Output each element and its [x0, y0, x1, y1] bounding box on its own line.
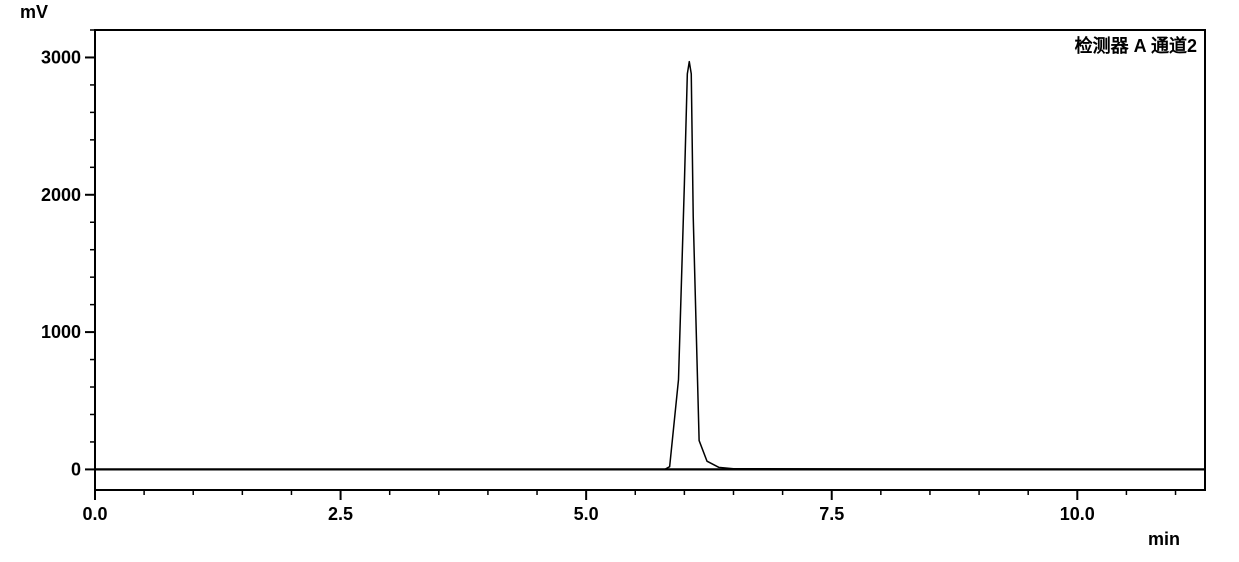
y-tick-label: 3000 [41, 47, 81, 67]
chromatogram-chart: mV min 检测器 A 通道2 0 1000 2000 3000 0.0 2.5 5.0 7.5 1… [0, 0, 1239, 562]
x-tick-label: 5.0 [574, 504, 599, 524]
x-tick-label: 7.5 [819, 504, 844, 524]
x-axis-label: min [1148, 529, 1180, 549]
x-tick-label: 2.5 [328, 504, 353, 524]
legend-text: 检测器 A 通道2 [1075, 35, 1197, 56]
y-tick-label: 0 [71, 459, 81, 479]
y-axis-label: mV [20, 2, 48, 22]
chart-svg: mV min 检测器 A 通道2 0 1000 2000 3000 0.0 2.5 5.0 7.5 1… [0, 0, 1239, 562]
chromatogram-trace [95, 62, 1205, 470]
x-tick-label: 0.0 [82, 504, 107, 524]
plot-border [95, 30, 1205, 490]
y-tick-label: 2000 [41, 185, 81, 205]
y-tick-label: 1000 [41, 322, 81, 342]
x-tick-label: 10.0 [1060, 504, 1095, 524]
